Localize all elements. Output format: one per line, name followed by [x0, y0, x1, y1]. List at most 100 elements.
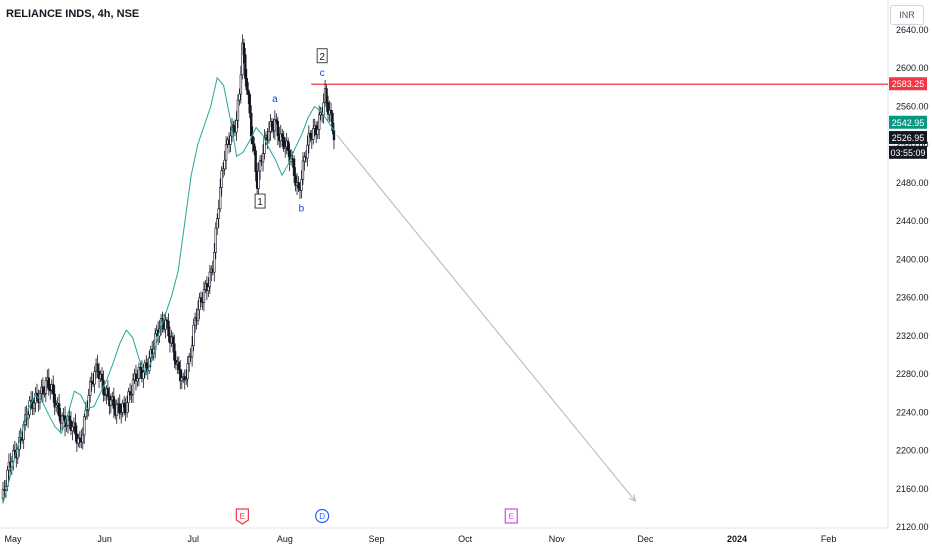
candles: [1, 34, 336, 504]
candle: [199, 291, 203, 308]
candle: [187, 352, 191, 373]
moving-average-line: [2, 76, 335, 504]
candle-body: [196, 309, 200, 322]
candle-body: [245, 78, 248, 91]
candle: [276, 116, 280, 146]
candle-body: [244, 54, 247, 79]
wave-label: 2: [319, 52, 325, 63]
candle-body: [87, 395, 90, 411]
price-tick-label: 2160.00: [896, 484, 929, 494]
price-tick-label: 2480.00: [896, 178, 929, 188]
candle-body: [229, 135, 232, 145]
wave-label: b: [299, 204, 305, 215]
candle-body: [331, 112, 334, 132]
candle: [137, 362, 141, 387]
currency-button[interactable]: INR: [890, 5, 924, 25]
candle: [87, 388, 90, 417]
candle: [183, 369, 186, 390]
candle-body: [208, 271, 212, 288]
candle-body: [43, 393, 46, 395]
candle: [245, 68, 248, 96]
candle-body: [47, 377, 51, 391]
candle-body: [273, 119, 277, 132]
candle: [81, 427, 84, 450]
candle: [60, 412, 64, 432]
event-marker-d[interactable]: D: [315, 508, 330, 524]
candle: [267, 121, 271, 144]
candle: [16, 445, 19, 464]
candle: [223, 150, 226, 176]
event-marker-e[interactable]: E: [504, 508, 518, 524]
event-marker-e[interactable]: E: [235, 508, 249, 525]
candle-body: [130, 393, 133, 396]
price-tick-label: 2520.00: [896, 140, 929, 150]
candle-body: [179, 369, 182, 382]
candle-body: [112, 396, 116, 409]
event-icon: [504, 508, 518, 524]
price-tick-label: 2360.00: [896, 293, 929, 303]
projection-arrow-head: [628, 494, 637, 503]
price-tick-label: 2200.00: [896, 446, 929, 456]
candle-body: [275, 119, 278, 122]
candle: [100, 367, 104, 390]
candle-body: [164, 319, 167, 330]
candle-body: [180, 377, 183, 382]
candle: [254, 146, 257, 182]
candle: [41, 377, 45, 404]
candle: [185, 369, 188, 385]
candle-body: [239, 74, 243, 95]
candle-body: [242, 42, 246, 56]
candle-body: [284, 146, 287, 149]
candle: [13, 440, 17, 456]
candle: [251, 126, 254, 153]
time-tick-label: Oct: [458, 534, 473, 544]
candle-body: [316, 129, 319, 135]
candle-body: [286, 140, 290, 151]
candle: [83, 413, 86, 444]
price-marker-box: [889, 77, 927, 91]
candle: [21, 432, 24, 444]
candle: [165, 317, 169, 329]
candle-body: [86, 409, 89, 412]
candle: [235, 111, 238, 141]
candle: [49, 383, 52, 400]
candle-body: [251, 135, 254, 145]
candle: [131, 373, 135, 403]
candle-body: [202, 289, 206, 303]
candle: [52, 375, 55, 403]
candle-body: [270, 121, 274, 128]
candle-body: [254, 150, 257, 173]
candle-body: [88, 380, 92, 396]
event-label: E: [509, 512, 514, 521]
candle: [136, 369, 139, 387]
candle: [239, 65, 243, 104]
price-marker-box: [889, 115, 927, 129]
candle: [273, 110, 277, 141]
time-tick-label: May: [4, 534, 22, 544]
candle: [257, 162, 260, 197]
candle: [275, 113, 278, 125]
candle: [213, 242, 216, 282]
candle: [307, 125, 311, 154]
candle: [118, 394, 121, 420]
candle: [47, 368, 51, 396]
candle-body: [165, 319, 169, 322]
candle: [44, 376, 48, 403]
candle-body: [106, 388, 110, 397]
candle-body: [32, 402, 36, 409]
candle-body: [322, 102, 325, 116]
candle-body: [52, 384, 55, 395]
candle-body: [41, 386, 45, 395]
candle-body: [142, 371, 145, 379]
time-tick-label: Jul: [187, 534, 199, 544]
projection-arrow-line: [336, 134, 636, 502]
candle-body: [100, 373, 104, 381]
candle-body: [93, 371, 96, 385]
price-marker-label: 2583.25: [892, 79, 925, 89]
candle: [248, 91, 251, 119]
candle: [258, 155, 262, 180]
candle-body: [71, 426, 74, 432]
candle-body: [131, 379, 135, 395]
